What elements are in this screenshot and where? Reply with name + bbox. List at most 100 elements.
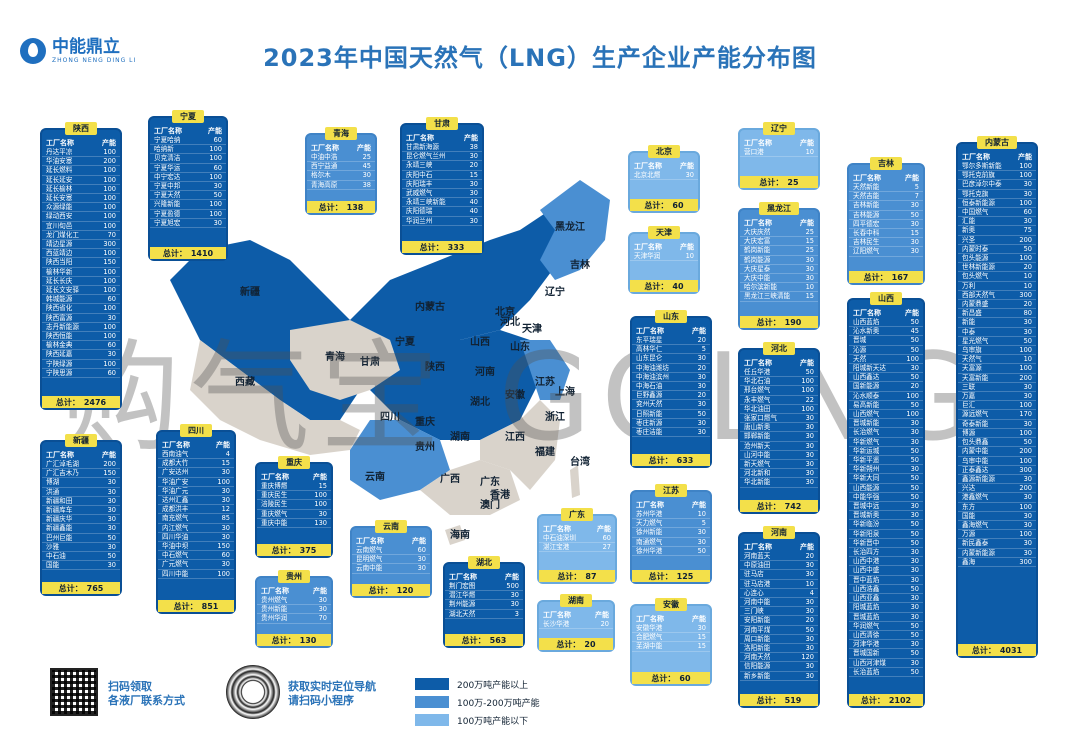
factory-name: 华新燃气 [853,437,880,446]
province-card-guizhou: 贵州 工厂名称 产能 贵州燃气 30 贵州新能 30 贵州华润 70 总计： 130 [255,570,333,648]
factory-row: 贵州燃气 30 [257,596,331,606]
factory-capacity: 30 [805,460,814,469]
factory-row: 丹达平凉 100 [42,148,120,158]
total-value: 190 [784,317,802,327]
factory-capacity: 85 [221,514,230,523]
factory-capacity: 30 [221,486,230,495]
factory-row: 晋城中远 30 [849,502,923,512]
factory-name: 河南蓝天 [744,552,771,560]
factory-name: 晋城国新 [853,649,880,658]
factory-row: 新能 30 [958,318,1036,328]
factory-capacity: 30 [510,591,519,600]
header-capacity: 产能 [1018,153,1032,161]
factory-capacity: 30 [107,313,116,322]
factory-capacity: 100 [103,166,116,175]
factory-name: 新疆鑫能 [46,524,73,533]
factory-name: 内江燃气 [162,523,189,532]
factory-row: 陕西延嘉 30 [42,350,120,360]
factory-capacity: 30 [107,524,116,533]
factory-name: 山西蓝焰 [853,318,880,326]
factory-capacity: 12 [221,505,230,514]
factory-capacity: 30 [107,487,116,496]
factory-name: 贵州燃气 [261,596,288,604]
card-header: 工厂名称 产能 [630,242,698,252]
factory-row: 安阳新能 20 [740,616,818,626]
factory-capacity: 30 [107,478,116,487]
qr-code-contacts[interactable] [50,668,98,716]
factory-name: 天津华润 [634,252,661,260]
card-header: 工厂名称 产能 [958,152,1036,162]
factory-name: 邢台燃气 [744,386,771,395]
factory-name: 大庆庆然 [744,228,771,236]
factory-capacity: 100 [103,212,116,221]
factory-capacity: 50 [910,474,919,483]
factory-row: 巴彦淖尔中泰 30 [958,180,1036,190]
factory-row: 庆阳中石 15 [402,171,482,180]
factory-name: 沙雅 [46,542,60,551]
factory-capacity: 20 [697,336,706,344]
card-title: 四川 [180,424,212,437]
factory-row: 晋中蓝焰 30 [849,576,923,585]
factory-row: 中石油 50 [42,552,120,562]
factory-row: 靖边星源 300 [42,240,120,250]
factory-capacity: 38 [469,143,478,151]
factory-capacity: 30 [910,428,919,437]
factory-row: 天然 100 [849,355,923,365]
factory-row: 长治四方 30 [849,548,923,558]
factory-row: 陕西富源 30 [42,314,120,323]
header-capacity: 产能 [464,134,478,142]
factory-name: 鄂托克旗 [962,189,989,198]
factory-capacity: 30 [697,382,706,391]
factory-capacity: 30 [685,171,694,179]
factory-capacity: 20 [697,363,706,372]
factory-name: 山河中能 [744,450,771,459]
map-label: 黑龙江 [555,220,585,233]
factory-capacity: 130 [314,518,327,527]
factory-name: 格尔木 [311,171,331,180]
factory-row: 荆门宏图 500 [445,582,523,592]
factory-row: 山西中盛 30 [849,566,923,576]
map-label: 贵州 [415,440,435,453]
factory-capacity: 10 [1023,281,1032,290]
factory-row: 华润燃气 50 [849,622,923,631]
factory-capacity: 60 [213,163,222,172]
factory-name: 鑫海燃气 [962,520,989,529]
factory-name: 广汇淖毛湖 [46,460,79,468]
mini-program-code[interactable] [226,665,280,719]
factory-name: 大庆中能 [744,274,771,283]
factory-capacity: 30 [910,575,919,584]
factory-name: 日照新能 [636,409,663,418]
factory-name: 广汇吉木乃 [46,469,79,478]
factory-capacity: 30 [697,537,706,546]
total-value: 167 [891,272,909,282]
factory-name: 长治四方 [853,548,880,557]
province-card-sichuan: 四川 工厂名称 产能 西南油气 4 成都大竹 15 广安达州 30 华油广安 100 华油广元 30 达州… [156,424,236,614]
factory-name: 永靖三峡 [406,161,433,170]
factory-name: 河南天然 [744,653,771,662]
factory-row: 国新能源 20 [849,382,923,392]
factory-name: 华油中坝 [162,542,189,551]
factory-row: 永靖三峡 20 [402,161,482,171]
factory-row: 兴隆新能 100 [150,200,226,210]
header-name: 工厂名称 [356,537,384,545]
factory-name: 华新平遥 [853,456,880,465]
factory-capacity: 30 [910,511,919,520]
factory-name: 重庆博燃 [261,482,288,490]
header-capacity: 产能 [905,309,919,317]
factory-name: 华油安塞 [46,157,73,166]
factory-name: 新疆庆华 [46,515,73,524]
factory-name: 沁水新奥 [853,327,880,336]
header-capacity: 产能 [595,611,609,619]
header-capacity: 产能 [208,127,222,135]
factory-row: 辽阳燃气 30 [849,247,923,257]
header-capacity: 产能 [692,501,706,509]
factory-capacity: 30 [805,414,814,423]
total-label: 总计： [318,202,343,212]
factory-row: 天然吉能 7 [849,192,923,202]
total-value: 742 [784,501,802,511]
header-capacity: 产能 [597,525,611,533]
factory-capacity: 25 [805,246,814,255]
total-value: 851 [201,601,219,611]
factory-name: 华新晋中 [853,538,880,547]
factory-name: 延长长庆 [46,276,73,285]
